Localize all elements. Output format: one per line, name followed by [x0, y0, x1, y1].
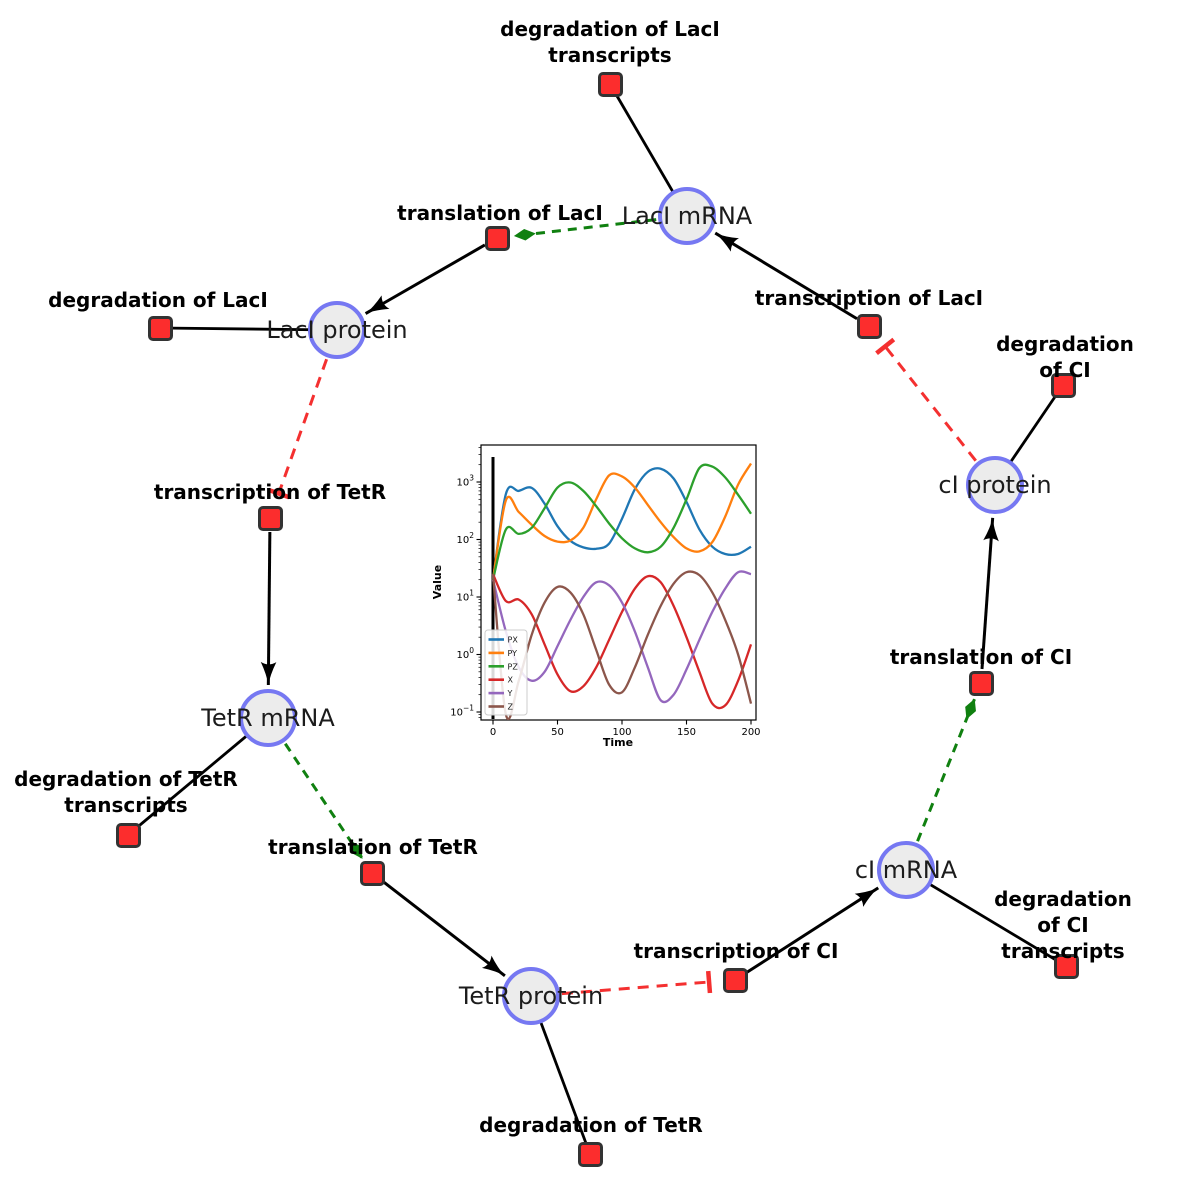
reaction-node-transl_tetr — [359, 860, 385, 886]
edge-inhibition-ci_protein-to-transc_laci — [875, 337, 977, 462]
edge-arrow-transl_ci-to-ci_protein — [980, 517, 999, 670]
reaction-label-transc_laci: transcription of LacI — [754, 286, 984, 310]
chart-x-tick-label: 100 — [612, 727, 631, 738]
edge-arrow-transl_tetr-to-tetr_protein — [382, 880, 506, 977]
chart-legend-label-PY: PY — [508, 649, 518, 658]
species-node-ci_protein — [966, 456, 1024, 514]
chart-x-tick-label: 0 — [490, 727, 496, 738]
reaction-node-transl_laci — [484, 225, 510, 251]
species-label-laci_mrna: LacI mRNA — [621, 202, 753, 230]
species-label-tetr_protein: TetR protein — [458, 982, 604, 1010]
edge-arrow-transc_ci-to-ci_mrna — [745, 886, 880, 974]
reaction-label-deg_tetr_tr: degradation of TetR transcripts — [14, 767, 238, 817]
reaction-node-transc_tetr — [257, 505, 283, 531]
chart-y-tick-label: 102 — [456, 531, 474, 546]
chart-plot-frame — [480, 444, 757, 721]
chart-legend-label-PZ: PZ — [508, 662, 519, 671]
chart-y-tick-label: 103 — [456, 474, 474, 489]
chart-y-tick-label: 10−1 — [450, 704, 474, 719]
reaction-label-transl_tetr: translation of TetR — [268, 835, 478, 859]
chart-series-Y — [491, 570, 752, 704]
timeseries-inset-chart: 103 102 101 100 10−1 0 50 100 150 200 PX PY PZ XYZ Ti… — [431, 444, 761, 749]
reaction-node-deg_laci_tr — [597, 71, 623, 97]
chart-series-PZ — [491, 463, 752, 580]
species-node-tetr_protein — [502, 967, 560, 1025]
edge-arrow-transc_tetr-to-tetr_mrna — [260, 531, 277, 686]
reaction-label-deg_laci: degradation of LacI — [48, 288, 268, 312]
chart-legend-label-X: X — [508, 676, 514, 685]
species-node-ci_mrna — [877, 841, 935, 899]
reaction-label-deg_tetr: degradation of TetR — [479, 1113, 703, 1137]
chart-legend-label-Y: Y — [507, 689, 513, 698]
chart-series-PY — [491, 462, 752, 580]
reaction-label-deg_ci: degradation of CI — [996, 332, 1134, 382]
species-label-tetr_mrna: TetR mRNA — [201, 704, 335, 732]
edge-arrow-transl_laci-to-laci_protein — [364, 243, 486, 315]
reaction-node-transc_laci — [856, 313, 882, 339]
reaction-label-transl_laci: translation of LacI — [397, 201, 603, 225]
reaction-node-deg_tetr — [577, 1141, 603, 1167]
reaction-node-deg_tetr_tr — [115, 822, 141, 848]
edge-modifier-tetr_mrna-to-transl_tetr — [284, 742, 364, 860]
chart-y-tick-label: 100 — [456, 646, 474, 661]
chart-ylabel: Value — [431, 565, 444, 599]
edge-modifier-ci_mrna-to-transl_ci — [916, 698, 977, 842]
chart-x-tick-label: 50 — [551, 727, 564, 738]
edge-modifier-laci_mrna-to-transl_laci — [513, 218, 657, 241]
chart-series-Z — [491, 570, 753, 720]
chart-x-tick-label: 150 — [677, 727, 696, 738]
reaction-label-deg_laci_tr: degradation of LacI transcripts — [500, 17, 720, 67]
species-label-laci_protein: LacI protein — [266, 316, 408, 344]
species-node-laci_protein — [308, 301, 366, 359]
edge-inhibition-tetr_protein-to-transc_ci — [561, 970, 713, 996]
reaction-label-transl_ci: translation of CI — [889, 645, 1073, 669]
reaction-node-deg_ci — [1050, 372, 1076, 398]
reaction-node-transl_ci — [968, 670, 994, 696]
edge-arrow-transc_laci-to-laci_mrna — [714, 231, 858, 321]
edge-inhibition-laci_protein-to-transc_tetr — [267, 358, 329, 500]
chart-x-tick-label: 200 — [741, 727, 760, 738]
edge-line-ci_mrna-to-deg_ci_tr — [905, 868, 1067, 968]
chart-xlabel: Time — [603, 736, 633, 749]
species-node-tetr_mrna — [239, 689, 297, 747]
reaction-node-deg_ci_tr — [1053, 953, 1079, 979]
reaction-node-deg_laci — [147, 315, 173, 341]
reaction-label-transc_ci: transcription of CI — [633, 939, 839, 963]
chart-legend-label-PX: PX — [508, 636, 519, 645]
species-label-ci_protein: cI protein — [938, 471, 1052, 499]
chart-legend-label-Z: Z — [508, 703, 514, 712]
reaction-label-deg_ci_tr: degradation of CI transcripts — [994, 887, 1132, 963]
chart-legend-box — [484, 629, 528, 716]
species-node-laci_mrna — [658, 187, 716, 245]
reaction-node-transc_ci — [722, 967, 748, 993]
edge-line-laci_protein-to-deg_laci — [159, 326, 338, 332]
species-label-ci_mrna: cI mRNA — [854, 856, 958, 884]
reaction-label-transc_tetr: transcription of TetR — [153, 480, 387, 504]
chart-series-PX — [491, 467, 752, 580]
chart-y-tick-label: 101 — [456, 589, 474, 604]
edge-line-tetr_mrna-to-deg_tetr_tr — [127, 716, 269, 837]
